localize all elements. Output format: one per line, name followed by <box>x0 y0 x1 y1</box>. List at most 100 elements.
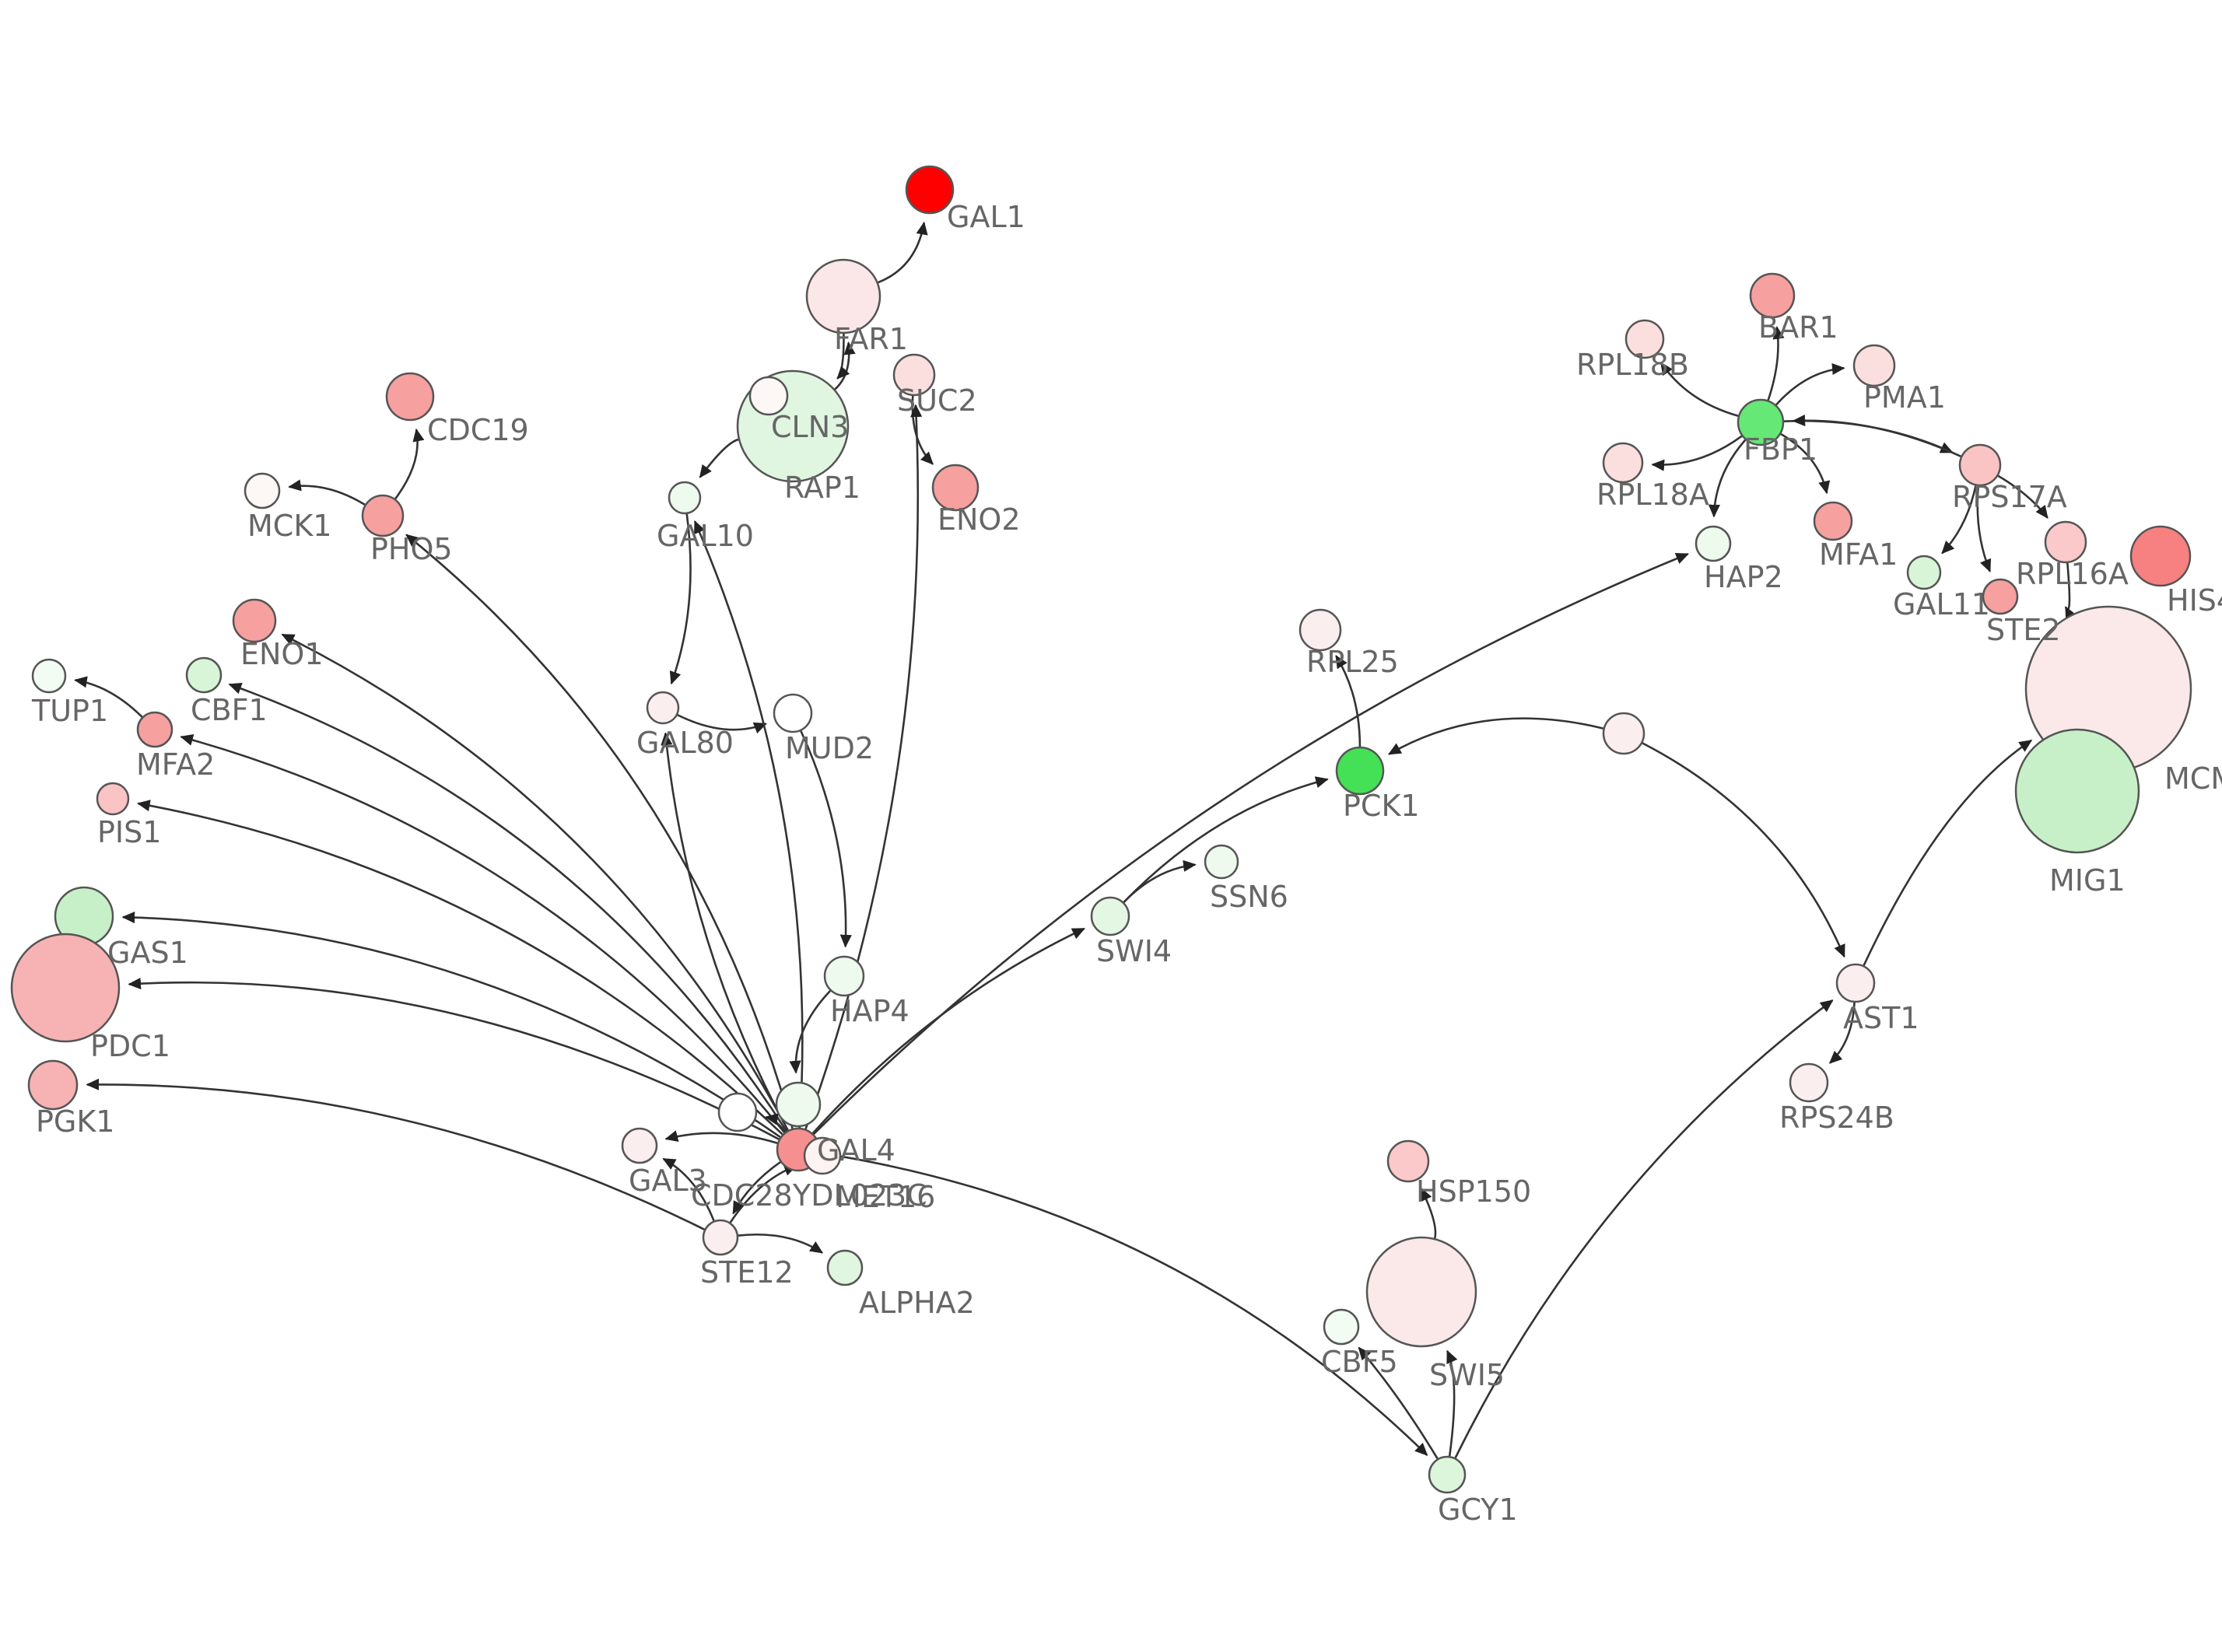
graph-node[interactable] <box>1737 398 1785 446</box>
graph-node[interactable] <box>1906 555 1942 590</box>
graph-edge <box>738 1233 824 1254</box>
graph-node[interactable] <box>2044 520 2087 564</box>
graph-node-label: MET16 <box>836 1180 935 1214</box>
graph-node-label: MCK1 <box>247 509 331 543</box>
graph-edge <box>693 520 804 1129</box>
graph-node-label: RPL25 <box>1306 645 1399 679</box>
graph-node[interactable] <box>1428 1455 1467 1494</box>
graph-node[interactable] <box>646 691 680 725</box>
graph-node[interactable] <box>1813 501 1853 541</box>
graph-node[interactable] <box>31 658 67 694</box>
graph-node[interactable] <box>717 1092 758 1132</box>
graph-node[interactable] <box>1835 963 1876 1003</box>
graph-node[interactable] <box>892 353 936 397</box>
graph-edge <box>128 978 780 1140</box>
graph-node[interactable] <box>1386 1139 1430 1183</box>
graph-node-label: GAL1 <box>947 200 1025 234</box>
graph-edge <box>1358 1346 1439 1460</box>
graph-edge <box>664 1130 778 1145</box>
graph-node-label: RPL18A <box>1596 478 1709 512</box>
graph-node[interactable] <box>1982 578 2019 615</box>
graph-node[interactable] <box>1365 1236 1477 1348</box>
graph-edge <box>800 730 852 948</box>
graph-edge <box>662 1157 715 1222</box>
graph-edge <box>819 1152 1428 1456</box>
graph-edge <box>1997 474 2049 519</box>
graph-edge <box>121 912 781 1139</box>
graph-node-label: GAL11 <box>1893 587 1990 621</box>
graph-node[interactable] <box>361 494 405 537</box>
graph-edge <box>394 428 425 500</box>
graph-node[interactable] <box>1335 746 1385 796</box>
graph-node[interactable] <box>773 693 813 733</box>
graph-edge <box>699 438 739 478</box>
graph-node-label: RPL18B <box>1576 348 1689 382</box>
graph-node-label: GAS1 <box>107 936 188 970</box>
graph-node-label: CLN3 <box>771 410 849 444</box>
graph-node[interactable] <box>1204 844 1239 880</box>
graph-node[interactable] <box>385 372 435 422</box>
graph-node-label: ALPHA2 <box>859 1286 975 1320</box>
graph-node[interactable] <box>748 376 789 416</box>
graph-node[interactable] <box>1852 344 1896 387</box>
graph-node[interactable] <box>1958 443 2002 487</box>
graph-node-label: CDC19 <box>427 413 529 447</box>
graph-node[interactable] <box>805 258 881 334</box>
graph-node-label: HSP150 <box>1416 1174 1531 1209</box>
graph-edge <box>812 552 1690 1136</box>
graph-node-label: ENO2 <box>938 502 1021 537</box>
graph-node[interactable] <box>1695 525 1732 562</box>
graph-node[interactable] <box>2014 728 2140 854</box>
graph-node-label: GAL4 <box>817 1133 895 1167</box>
graph-node[interactable] <box>1789 1062 1829 1103</box>
graph-edge <box>732 1160 781 1215</box>
graph-node-label: PCK1 <box>1343 789 1420 823</box>
graph-node[interactable] <box>244 472 281 509</box>
label-layer: GAL1 FAR1 SUC2 ENO2 CLN3 RAP1 GAL10 CDC19 MCK1 PH… <box>31 200 2222 1527</box>
graph-node[interactable] <box>803 1136 842 1175</box>
graph-node[interactable] <box>1624 319 1665 359</box>
graph-node-label: FBP1 <box>1744 432 1817 467</box>
graph-node-label: CBF1 <box>191 693 268 727</box>
graph-edge <box>1828 1002 1856 1064</box>
graph-edge <box>1708 439 1747 518</box>
graph-node-label: HAP4 <box>830 994 909 1028</box>
graph-node[interactable] <box>1323 1308 1360 1346</box>
graph-node[interactable] <box>1749 272 1796 319</box>
graph-node[interactable] <box>931 464 980 512</box>
graph-node[interactable] <box>826 1249 864 1286</box>
graph-node[interactable] <box>1299 608 1342 652</box>
graph-node[interactable] <box>232 598 277 643</box>
graph-node[interactable] <box>823 955 865 997</box>
graph-node[interactable] <box>27 1059 79 1111</box>
graph-node[interactable] <box>668 481 702 515</box>
graph-edge <box>2064 562 2077 621</box>
graph-node-label: GCY1 <box>1438 1493 1518 1527</box>
graph-edge <box>1446 1349 1458 1457</box>
graph-node[interactable] <box>1602 712 1645 755</box>
graph-node-label: PHO5 <box>370 532 453 566</box>
graph-node[interactable] <box>10 933 121 1043</box>
graph-node-label: FAR1 <box>834 322 908 356</box>
graph-node[interactable] <box>905 165 955 215</box>
graph-edge <box>1792 414 1961 457</box>
graph-node[interactable] <box>96 782 130 816</box>
graph-node[interactable] <box>136 711 173 748</box>
graph-edge <box>836 333 850 380</box>
graph-edge <box>669 513 692 685</box>
graph-node[interactable] <box>775 1081 822 1128</box>
graph-node[interactable] <box>621 1127 658 1164</box>
graph-node[interactable] <box>1090 896 1130 936</box>
graph-node-label: MUD2 <box>785 731 874 765</box>
graph-edge <box>878 221 928 284</box>
graph-edge <box>405 534 794 1129</box>
graph-node-label: MCM1 <box>2164 761 2222 796</box>
graph-node-label: CBF5 <box>1321 1345 1398 1379</box>
graph-node[interactable] <box>702 1219 739 1256</box>
graph-node[interactable] <box>1602 442 1644 484</box>
graph-node[interactable] <box>185 656 223 694</box>
graph-node-label: MFA2 <box>136 747 215 782</box>
graph-node-label: CDC28 <box>691 1178 793 1213</box>
graph-node[interactable] <box>2129 525 2192 587</box>
